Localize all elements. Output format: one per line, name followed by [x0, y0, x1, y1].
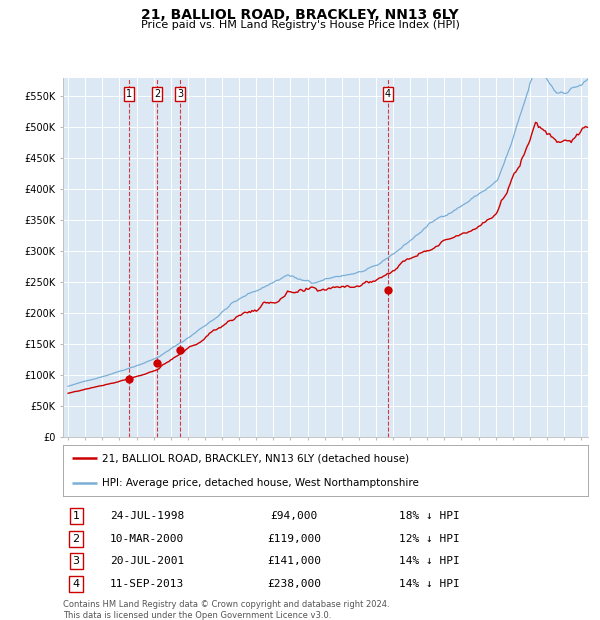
Text: Contains HM Land Registry data © Crown copyright and database right 2024.
This d: Contains HM Land Registry data © Crown c…	[63, 600, 389, 619]
Text: HPI: Average price, detached house, West Northamptonshire: HPI: Average price, detached house, West…	[103, 478, 419, 488]
Text: 2: 2	[73, 534, 80, 544]
Text: Price paid vs. HM Land Registry's House Price Index (HPI): Price paid vs. HM Land Registry's House …	[140, 20, 460, 30]
Text: 3: 3	[73, 556, 80, 566]
Text: 21, BALLIOL ROAD, BRACKLEY, NN13 6LY (detached house): 21, BALLIOL ROAD, BRACKLEY, NN13 6LY (de…	[103, 453, 409, 463]
Text: £94,000: £94,000	[271, 511, 317, 521]
Text: 10-MAR-2000: 10-MAR-2000	[110, 534, 184, 544]
Text: 21, BALLIOL ROAD, BRACKLEY, NN13 6LY: 21, BALLIOL ROAD, BRACKLEY, NN13 6LY	[141, 8, 459, 22]
Text: £141,000: £141,000	[267, 556, 321, 566]
Text: 4: 4	[73, 579, 80, 589]
Text: £119,000: £119,000	[267, 534, 321, 544]
Text: 14% ↓ HPI: 14% ↓ HPI	[399, 579, 460, 589]
Text: 12% ↓ HPI: 12% ↓ HPI	[399, 534, 460, 544]
Text: 24-JUL-1998: 24-JUL-1998	[110, 511, 184, 521]
Text: 18% ↓ HPI: 18% ↓ HPI	[399, 511, 460, 521]
Text: 20-JUL-2001: 20-JUL-2001	[110, 556, 184, 566]
Text: 11-SEP-2013: 11-SEP-2013	[110, 579, 184, 589]
Text: 1: 1	[126, 89, 132, 99]
Text: 4: 4	[385, 89, 391, 99]
Text: 1: 1	[73, 511, 80, 521]
Text: 3: 3	[177, 89, 183, 99]
Text: 14% ↓ HPI: 14% ↓ HPI	[399, 556, 460, 566]
Text: 2: 2	[154, 89, 160, 99]
Text: £238,000: £238,000	[267, 579, 321, 589]
